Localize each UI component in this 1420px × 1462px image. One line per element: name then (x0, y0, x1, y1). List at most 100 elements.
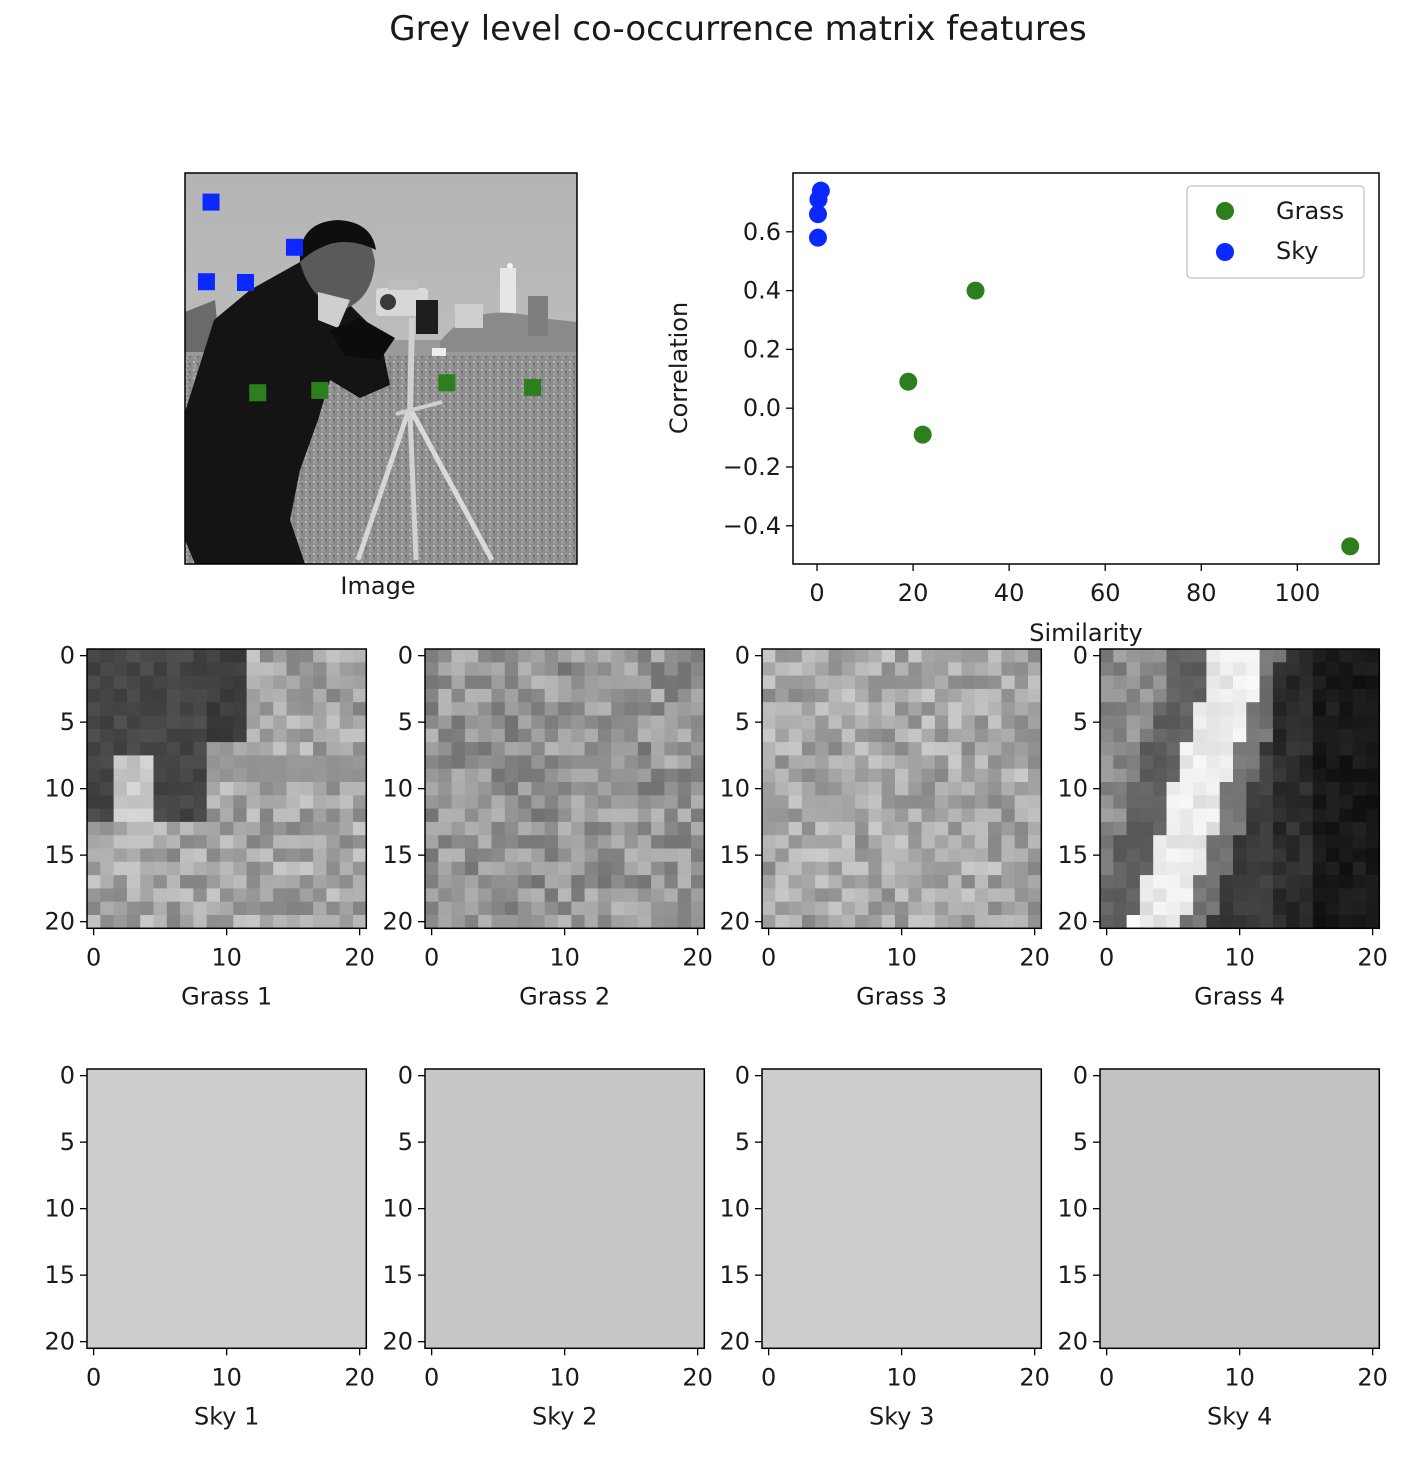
sky-patch-3-ytick-label-4: 20 (719, 1328, 750, 1356)
grass-patch-2-xtick-label-1: 10 (549, 943, 580, 971)
figure-title: Grey level co-occurrence matrix features (389, 9, 1086, 49)
scatter-ytick-label-2: 0.0 (743, 394, 781, 422)
grass-point-4 (1341, 537, 1360, 556)
grass-patch-3-ytick-label-3: 15 (719, 841, 750, 869)
grass-patch-3-ytick-label-4: 20 (719, 908, 750, 936)
sky-patch-3: 0 10 20 0 5 10 15 20 Sky 3 (719, 1062, 1049, 1431)
sky-patch-2-ytick-label-0: 0 (398, 1062, 413, 1090)
sky-patch-4-ytick-label-0: 0 (1073, 1062, 1088, 1090)
grass-patch-2: 0 10 20 0 5 10 15 20 Grass 2 (382, 642, 712, 1011)
scatter-xtick-label-4: 80 (1186, 579, 1217, 607)
grass-patch-3-xtick-label-1: 10 (886, 943, 917, 971)
grass-patch-4-xtick-label-1: 10 (1224, 943, 1255, 971)
grass-patch-1-xtick-label-2: 20 (344, 943, 375, 971)
sky-location-marker-1 (202, 193, 220, 211)
sky-patch-3-xtick-label-0: 0 (761, 1363, 776, 1391)
scatter-xtick-label-5: 100 (1274, 579, 1320, 607)
grass-patch-1-ytick-label-3: 15 (44, 841, 75, 869)
sky-patch-label-1: Sky 1 (194, 1402, 259, 1430)
legend-marker-grass (1216, 202, 1234, 220)
sky-location-marker-3 (236, 273, 254, 291)
sky-patch-4-ytick-label-4: 20 (1057, 1328, 1088, 1356)
sky-point-2 (809, 190, 828, 209)
sky-patch-4-xtick-label-1: 10 (1224, 1363, 1255, 1391)
sky-patch-1-ytick-label-0: 0 (60, 1062, 75, 1090)
grass-patch-1-ytick-label-2: 10 (44, 775, 75, 803)
sky-patch-3-xtick-label-2: 20 (1019, 1363, 1050, 1391)
sky-location-marker-4 (285, 238, 303, 256)
grass-patch-2-xtick-label-2: 20 (682, 943, 713, 971)
sky-patch-2-xtick-label-2: 20 (682, 1363, 713, 1391)
grass-patch-3-ytick-label-1: 5 (735, 708, 750, 736)
sky-patch-1: 0 10 20 0 5 10 15 20 Sky 1 (44, 1062, 374, 1431)
sky-patch-fill-2 (425, 1069, 705, 1349)
grass-patch-4-ytick-label-3: 15 (1057, 841, 1088, 869)
legend-marker-sky (1216, 243, 1234, 261)
sky-patch-fill-1 (87, 1069, 367, 1349)
grass-patch-label-1: Grass 1 (181, 982, 272, 1010)
grass-patch-label-4: Grass 4 (1194, 982, 1285, 1010)
sky-patch-4: 0 10 20 0 5 10 15 20 Sky 4 (1057, 1062, 1387, 1431)
sky-patch-label-2: Sky 2 (532, 1402, 597, 1430)
sky-patch-4-ytick-label-3: 15 (1057, 1261, 1088, 1289)
sky-patch-1-xtick-label-1: 10 (211, 1363, 242, 1391)
grass-location-marker-2 (249, 384, 267, 402)
legend-label-grass: Grass (1276, 197, 1344, 225)
sky-patch-4-ytick-label-2: 10 (1057, 1195, 1088, 1223)
grass-patch-2-ytick-label-1: 5 (398, 708, 413, 736)
sky-patch-3-ytick-label-2: 10 (719, 1195, 750, 1223)
sky-location-marker-2 (197, 273, 215, 291)
grass-patch-1-ytick-label-1: 5 (60, 708, 75, 736)
sky-patch-1-ytick-label-2: 10 (44, 1195, 75, 1223)
sky-patch-2-ytick-label-2: 10 (382, 1195, 413, 1223)
sky-patch-3-xtick-label-1: 10 (886, 1363, 917, 1391)
grass-patch-1: 0 10 20 0 5 10 15 20 Grass 1 (44, 642, 374, 1011)
sky-patch-fill-4 (1100, 1069, 1380, 1349)
sky-patch-fill-3 (762, 1069, 1042, 1349)
scatter-ytick-label-3: 0.2 (743, 335, 781, 363)
sky-point-3 (808, 205, 827, 224)
grass-patch-label-3: Grass 3 (856, 982, 947, 1010)
sky-patch-label-3: Sky 3 (869, 1402, 934, 1430)
image-panel: Image (184, 172, 578, 600)
sky-patch-4-xtick-label-0: 0 (1099, 1363, 1114, 1391)
grass-patch-2-ytick-label-3: 15 (382, 841, 413, 869)
grass-patch-4: 0 10 20 0 5 10 15 20 Grass 4 (1057, 642, 1387, 1011)
scatter-ytick-label-1: −0.2 (723, 453, 781, 481)
sky-patch-2-ytick-label-3: 15 (382, 1261, 413, 1289)
legend: Grass Sky (1186, 185, 1365, 279)
sky-patch-2-ytick-label-1: 5 (398, 1128, 413, 1156)
sky-patch-1-xtick-label-0: 0 (86, 1363, 101, 1391)
sky-patch-2-xtick-label-1: 10 (549, 1363, 580, 1391)
sky-patch-3-ytick-label-3: 15 (719, 1261, 750, 1289)
sky-patch-1-ytick-label-3: 15 (44, 1261, 75, 1289)
image-xlabel: Image (340, 572, 415, 600)
grass-point-1 (966, 281, 985, 300)
grass-patch-4-ytick-label-2: 10 (1057, 775, 1088, 803)
sky-patch-2-xtick-label-0: 0 (424, 1363, 439, 1391)
scatter-ytick-label-5: 0.6 (743, 218, 781, 246)
grass-patch-2-ytick-label-0: 0 (398, 642, 413, 670)
scatter-xtick-label-0: 0 (809, 579, 824, 607)
grass-point-3 (913, 425, 932, 444)
scatter-xlabel: Similarity (1029, 619, 1142, 647)
grass-patch-3-xtick-label-2: 20 (1019, 943, 1050, 971)
grass-patch-4-ytick-label-4: 20 (1057, 908, 1088, 936)
grass-patch-2-ytick-label-4: 20 (382, 908, 413, 936)
grass-location-marker-3 (311, 381, 329, 399)
patch-grid: 0 10 20 0 5 10 15 20 Grass 1 0 10 20 0 5 10 15 20 Grass 2… (44, 642, 1387, 1431)
cameraman-photo (185, 173, 577, 564)
sky-patch-3-ytick-label-1: 5 (735, 1128, 750, 1156)
grass-point-2 (899, 372, 918, 391)
sky-patch-label-4: Sky 4 (1207, 1402, 1272, 1430)
grass-patch-label-2: Grass 2 (519, 982, 610, 1010)
grass-patch-2-xtick-label-0: 0 (424, 943, 439, 971)
scatter-plot: 0 20 40 60 80 100 −0.4 −0.2 0.0 0.2 0.4 0.6 Similar… (665, 172, 1380, 647)
scatter-xtick-label-3: 60 (1090, 579, 1121, 607)
sky-patch-1-ytick-label-4: 20 (44, 1328, 75, 1356)
scatter-xtick-label-1: 20 (898, 579, 929, 607)
grass-patch-2-ytick-label-2: 10 (382, 775, 413, 803)
grass-patch-1-ytick-label-0: 0 (60, 642, 75, 670)
grass-patch-3: 0 10 20 0 5 10 15 20 Grass 3 (719, 642, 1049, 1011)
